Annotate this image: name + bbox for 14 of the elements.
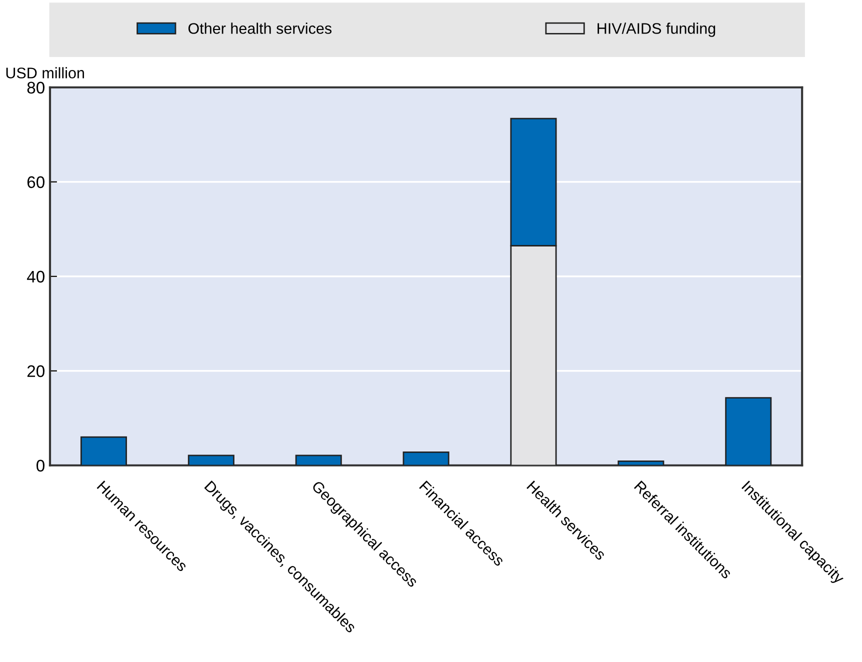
y-tick-label: 20: [27, 365, 44, 378]
bar: [402, 451, 450, 466]
y-tick-label: 0: [36, 460, 44, 472]
bar: [618, 460, 664, 466]
bar: [188, 454, 234, 466]
legend-label: Other health services: [188, 22, 332, 34]
bar: [725, 397, 772, 466]
y-tick-label: 60: [27, 176, 44, 188]
y-tick-label: 80: [27, 82, 44, 94]
y-axis-title: USD million: [6, 67, 84, 78]
bar: [80, 436, 127, 466]
y-tick-label: 40: [26, 270, 44, 283]
legend-label: HIV/AIDS funding: [598, 22, 716, 37]
bar: [295, 454, 342, 466]
